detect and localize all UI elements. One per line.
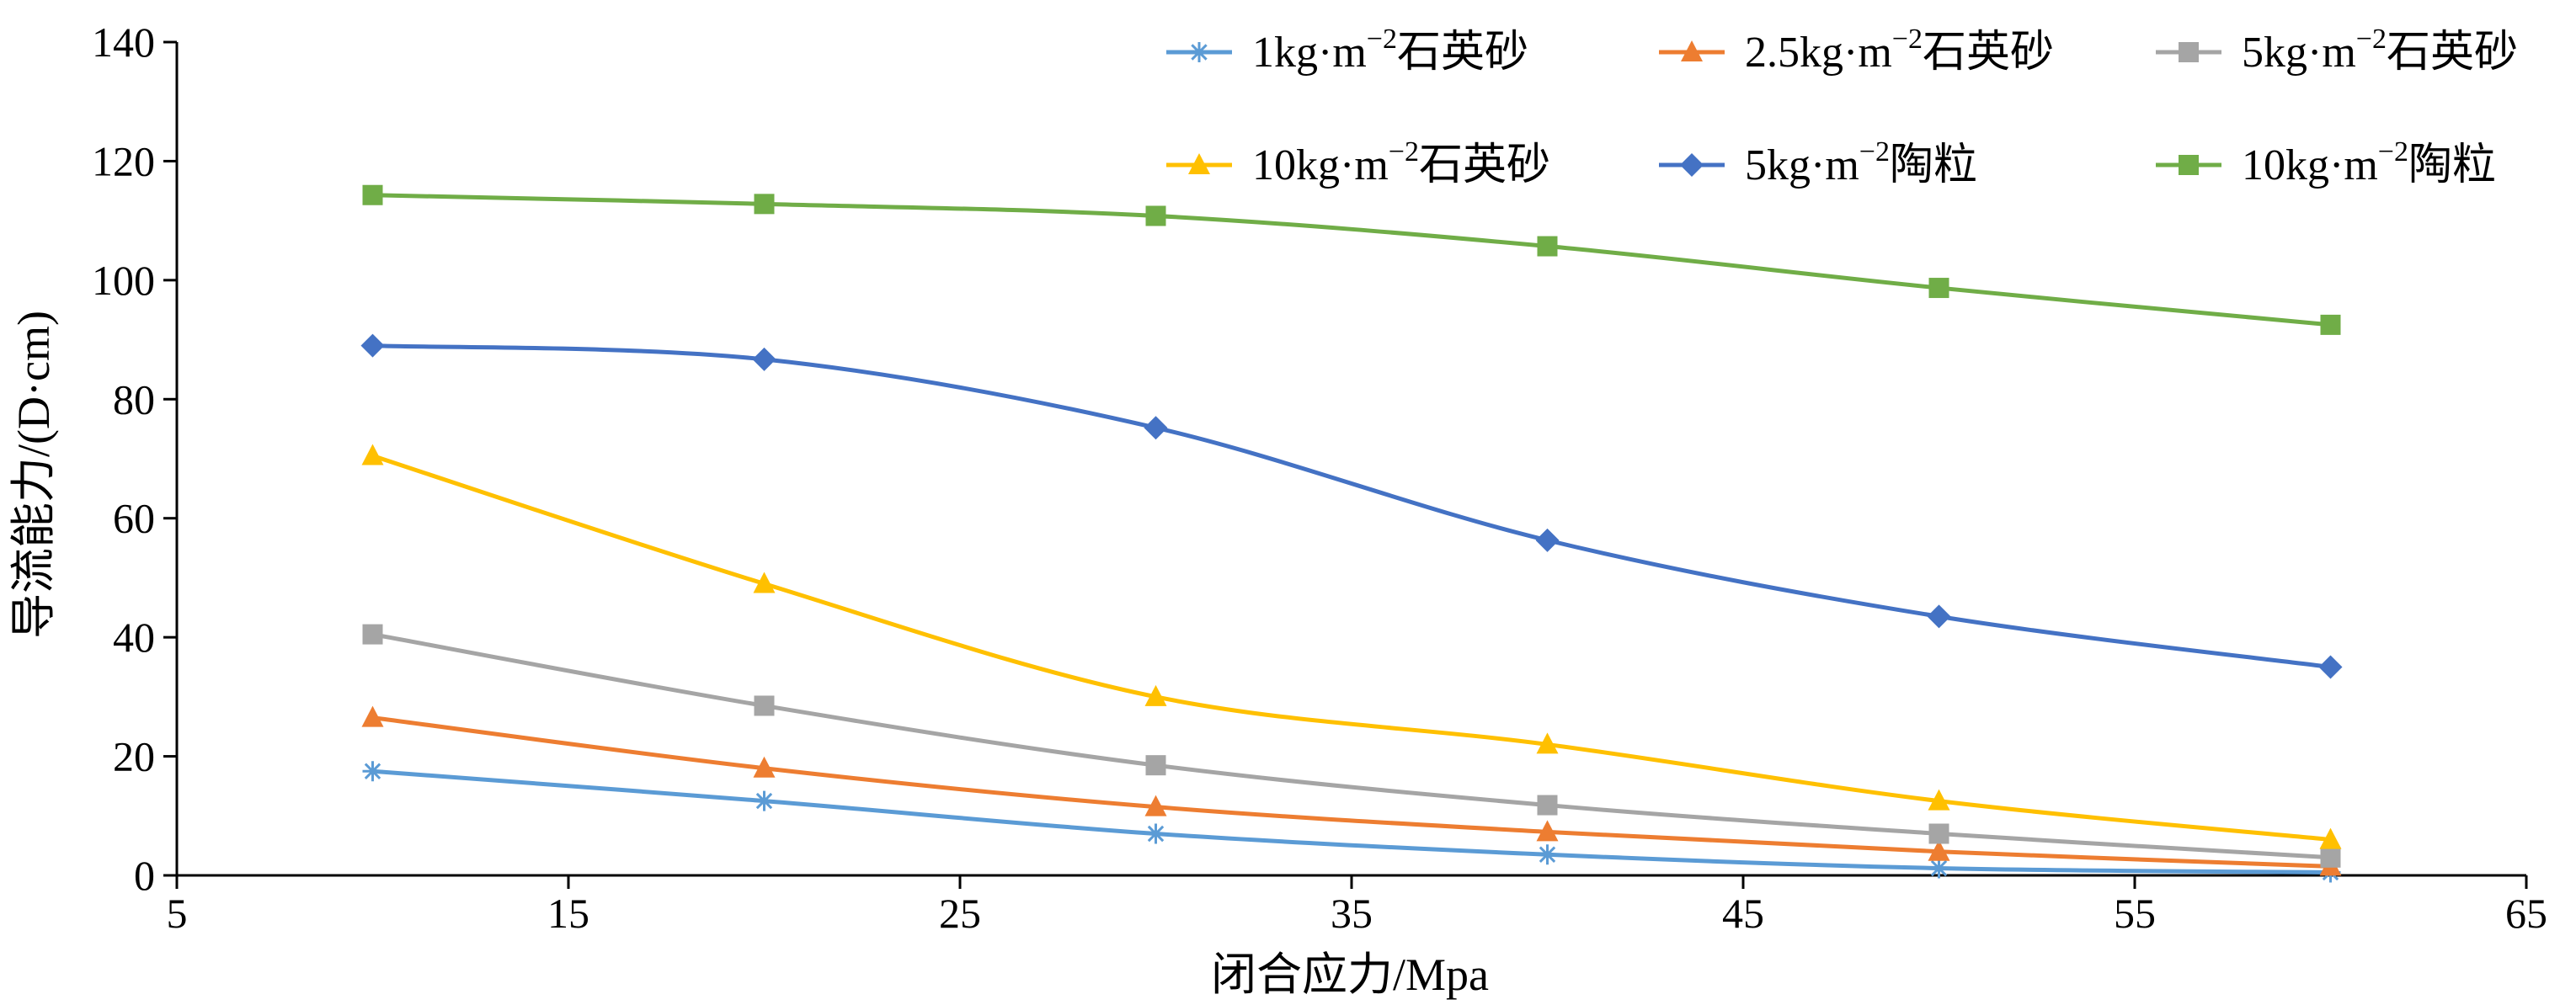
legend: 1kg·m−2石英砂 2.5kg·m−2石英砂 5kg·m−2石英砂 10kg·m−2… [1166, 24, 2518, 189]
y-axis-title: 导流能力/(D·cm) [8, 311, 59, 639]
data-point-s2-p4 [1536, 820, 1559, 842]
x-tick-label: 25 [939, 890, 981, 937]
data-point-s3-p5 [1928, 823, 1949, 844]
data-point-s5-p4 [1535, 528, 1560, 552]
data-point-s6-p5 [1928, 278, 1949, 299]
axes: 0 20 40 60 80 100 120 140 5 15 25 35 45 55 65 [92, 19, 2547, 937]
x-tick-label: 45 [1722, 890, 1764, 937]
data-point-s2-p2 [753, 756, 776, 778]
y-tick-label: 120 [92, 137, 155, 184]
data-point-s4-p2 [753, 572, 776, 593]
x-tick-label: 55 [2114, 890, 2156, 937]
series-layer [360, 184, 2343, 883]
data-point-s5-p2 [752, 347, 776, 371]
data-point-s3-p2 [754, 695, 775, 716]
series-line-6 [372, 193, 2331, 327]
legend-label-2: 2.5kg·m−2石英砂 [1745, 24, 2054, 77]
data-point-s1-p2 [754, 790, 775, 811]
y-tick-label: 40 [113, 614, 155, 661]
legend-label-4: 10kg·m−2石英砂 [1252, 136, 1550, 189]
legend-marker-2 [1681, 40, 1703, 61]
x-tick-label: 15 [547, 890, 589, 937]
legend-label-6: 10kg·m−2陶粒 [2242, 136, 2496, 189]
legend-marker-6 [2179, 155, 2199, 175]
data-point-s1-p1 [362, 761, 383, 782]
legend-marker-5 [1680, 153, 1704, 177]
data-point-s5-p1 [360, 333, 385, 358]
data-point-s3-p3 [1145, 755, 1166, 776]
data-point-s6-p4 [1537, 236, 1558, 257]
series-line-5 [372, 343, 2331, 669]
legend-label-5: 5kg·m−2陶粒 [1745, 136, 1977, 189]
data-point-s6-p2 [754, 194, 775, 215]
data-point-s3-p4 [1537, 795, 1558, 816]
data-point-s4-p6 [2319, 827, 2342, 849]
data-point-s1-p4 [1537, 844, 1558, 865]
series-line-4 [371, 454, 2331, 843]
legend-marker-4 [1188, 153, 1210, 174]
data-point-s1-p5 [1928, 858, 1949, 879]
data-point-s3-p6 [2320, 847, 2341, 868]
data-point-s2-p1 [361, 705, 384, 727]
legend-label-1: 1kg·m−2石英砂 [1252, 24, 1528, 77]
data-point-s5-p5 [1927, 604, 1951, 629]
data-point-s6-p1 [362, 184, 383, 205]
x-tick-label: 65 [2505, 890, 2547, 937]
y-tick-label: 0 [134, 852, 155, 899]
x-tick-label: 5 [167, 890, 188, 937]
series-line-3 [372, 632, 2331, 860]
data-point-s4-p1 [361, 444, 384, 465]
legend-marker-1 [1189, 42, 1209, 62]
series-line-2 [372, 715, 2331, 869]
data-point-s2-p5 [1928, 839, 1950, 861]
data-point-s4-p4 [1536, 732, 1559, 754]
series-line-1 [372, 768, 2331, 875]
data-point-s4-p3 [1144, 684, 1167, 706]
data-point-s5-p6 [2318, 655, 2343, 679]
x-tick-label: 35 [1331, 890, 1373, 937]
data-point-s4-p5 [1928, 789, 1950, 811]
data-point-s1-p3 [1145, 823, 1166, 844]
y-tick-label: 140 [92, 19, 155, 66]
legend-marker-3 [2179, 42, 2199, 62]
legend-label-3: 5kg·m−2石英砂 [2242, 24, 2518, 77]
x-axis-title: 闭合应力/Mpa [1211, 949, 1489, 1000]
data-point-s3-p1 [362, 624, 383, 645]
data-point-s2-p3 [1144, 795, 1167, 816]
data-point-s5-p3 [1144, 416, 1168, 440]
y-tick-label: 60 [113, 495, 155, 542]
y-tick-label: 80 [113, 375, 155, 423]
data-point-s6-p6 [2320, 314, 2341, 335]
y-tick-label: 20 [113, 733, 155, 780]
y-tick-label: 100 [92, 257, 155, 304]
data-point-s6-p3 [1145, 205, 1166, 226]
